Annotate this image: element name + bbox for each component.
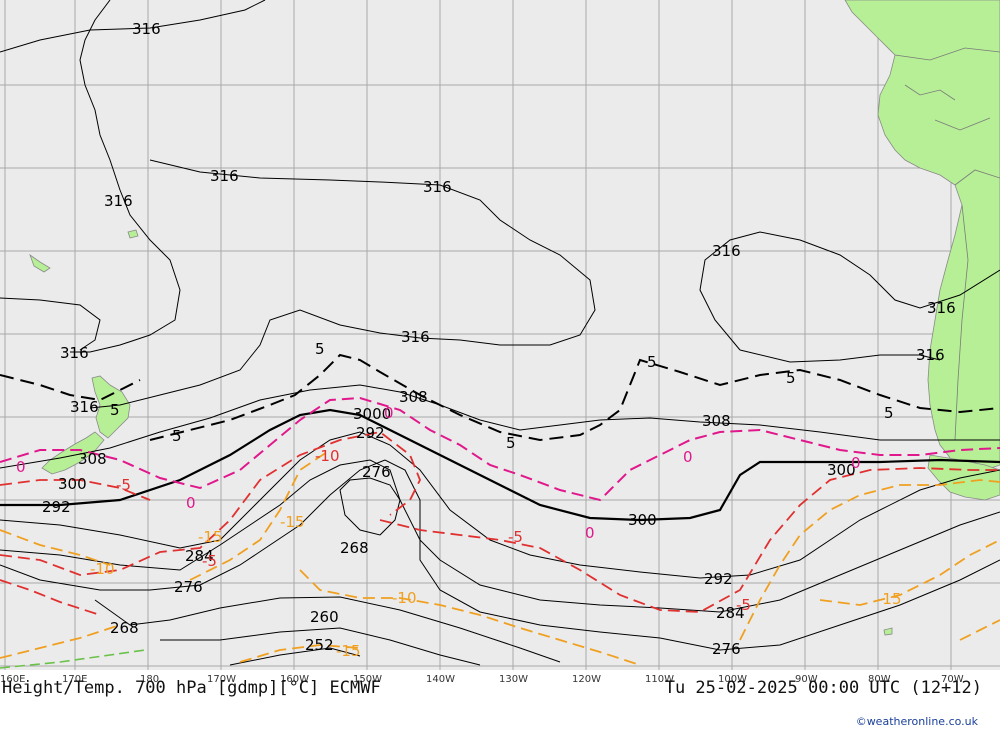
temp-label: 0	[851, 454, 861, 472]
height-label: 316	[927, 299, 956, 317]
lon-axis-label: 180	[140, 674, 159, 684]
island-small-2	[883, 627, 893, 636]
height-label: 284	[185, 547, 214, 565]
height-label: 292	[42, 498, 71, 516]
height-label: 316	[132, 20, 161, 38]
height-label: 316	[712, 242, 741, 260]
temp-label: 0	[585, 524, 595, 542]
height-label: 316	[401, 328, 430, 346]
temp-label: -15	[280, 513, 305, 531]
height-labels: 316 316 316 316 316 316 316 316 316 316 …	[42, 20, 956, 658]
temp-label: -5	[116, 476, 131, 494]
height-label: 260	[310, 608, 339, 626]
temp-label: 5	[506, 434, 516, 452]
temp-label: 0	[683, 448, 693, 466]
temp-label: 0	[384, 404, 394, 422]
height-label: 300	[827, 461, 856, 479]
map-canvas: 316 316 316 316 316 316 316 316 316 316 …	[0, 0, 1000, 670]
height-label: 316	[423, 178, 452, 196]
temp-label: -15	[198, 528, 223, 546]
temp-label: -5	[508, 528, 523, 546]
lon-axis-label: 160E	[0, 674, 25, 684]
height-label: 276	[174, 578, 203, 596]
temp-label: -10	[392, 589, 417, 607]
temp-label: 5	[110, 401, 120, 419]
temp-label: 5	[884, 404, 894, 422]
temp-label: -5	[202, 552, 217, 570]
lon-axis-label: 150W	[353, 674, 382, 684]
new-zealand-north-land	[91, 375, 131, 439]
lon-axis-label: 90W	[795, 674, 818, 684]
height-label: 316	[70, 398, 99, 416]
isotherm-neg20	[0, 649, 146, 669]
height-label: 284	[716, 604, 745, 622]
height-label: 316	[104, 192, 133, 210]
temperature-labels: 5 5 5 5 5 5 5 0 0 0 0 0 0 -5 -5 -5 -10 -…	[16, 340, 902, 660]
temp-label: 0	[16, 458, 26, 476]
temp-label: -10	[315, 447, 340, 465]
lon-axis-label: 100W	[718, 674, 747, 684]
lon-axis-label: 130W	[499, 674, 528, 684]
lon-axis-label: 170W	[207, 674, 236, 684]
temp-label: 5	[172, 427, 182, 445]
height-contours	[0, 0, 1000, 666]
temp-label: 5	[315, 340, 325, 358]
height-label: 276	[712, 640, 741, 658]
height-label: 292	[356, 424, 385, 442]
height-label: 316	[210, 167, 239, 185]
temp-label: 0	[186, 494, 196, 512]
height-label: 308	[399, 388, 428, 406]
lon-axis-label: 120W	[572, 674, 601, 684]
map-title: Height/Temp. 700 hPa [gdmp][°C] ECMWF	[2, 678, 381, 698]
lon-axis-label: 140W	[426, 674, 455, 684]
isotherm-neg5-neg10	[0, 431, 1000, 616]
island-small-1	[127, 229, 139, 239]
source-credit-link[interactable]: ©weatheronline.co.uk	[855, 715, 978, 728]
valid-time: Tu 25-02-2025 00:00 UTC (12+12)	[664, 678, 982, 698]
temp-label: -15	[336, 642, 361, 660]
country-borders	[894, 47, 1000, 441]
lon-axis-label: 170E	[62, 674, 87, 684]
temp-label: -15	[877, 590, 902, 608]
height-label: 316	[916, 346, 945, 364]
fiji-island	[29, 253, 51, 273]
height-label: 268	[110, 619, 139, 637]
weather-map: 316 316 316 316 316 316 316 316 316 316 …	[0, 0, 1000, 670]
height-label: 268	[340, 539, 369, 557]
height-label: 300	[628, 511, 657, 529]
ocean-area	[0, 0, 1000, 670]
height-label: 300	[58, 475, 87, 493]
isotherm-5	[0, 353, 1000, 442]
height-label: 252	[305, 636, 334, 654]
lon-axis-label: 160W	[280, 674, 309, 684]
temp-label: -10	[90, 560, 115, 578]
height-label: 3000	[353, 405, 391, 423]
height-label: 276	[362, 463, 391, 481]
height-label: 308	[78, 450, 107, 468]
temp-label: -5	[736, 596, 751, 614]
height-label: 308	[702, 412, 731, 430]
new-zealand-south-land	[41, 431, 105, 475]
longitude-axis: 160E 170E 180 170W 160W 150W 140W 130W 1…	[0, 674, 964, 684]
lon-axis-label: 110W	[645, 674, 674, 684]
lon-axis-label: 70W	[941, 674, 964, 684]
lon-axis-label: 80W	[868, 674, 891, 684]
height-label: 316	[60, 344, 89, 362]
temp-label: 5	[647, 353, 657, 371]
isotherm-0	[0, 396, 1000, 502]
height-label: 292	[704, 570, 733, 588]
isotherm-neg15	[0, 449, 1000, 666]
temp-label: 5	[786, 369, 796, 387]
land	[29, 0, 1000, 636]
